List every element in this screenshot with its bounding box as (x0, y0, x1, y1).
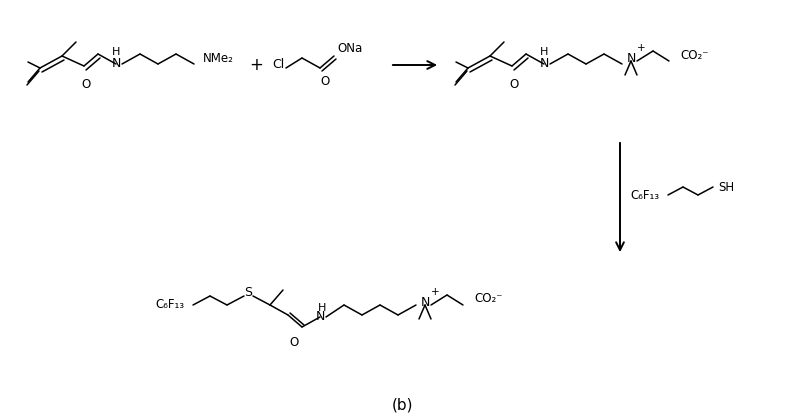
Text: N: N (316, 311, 324, 324)
Text: CO₂⁻: CO₂⁻ (680, 48, 708, 61)
Text: O: O (510, 78, 518, 90)
Text: NMe₂: NMe₂ (203, 52, 234, 65)
Text: S: S (244, 286, 252, 299)
Text: C₆F₁₃: C₆F₁₃ (630, 188, 659, 201)
Text: N: N (626, 52, 636, 65)
Text: CO₂⁻: CO₂⁻ (474, 292, 502, 306)
Text: SH: SH (718, 181, 734, 193)
Text: (b): (b) (391, 397, 413, 412)
Text: +: + (431, 287, 440, 297)
Text: +: + (249, 56, 263, 74)
Text: C₆F₁₃: C₆F₁₃ (155, 299, 184, 311)
Text: Cl: Cl (272, 58, 284, 70)
Text: +: + (637, 43, 646, 53)
Text: H: H (318, 303, 326, 313)
Text: N: N (539, 56, 549, 70)
Text: H: H (540, 47, 548, 57)
Text: H: H (112, 47, 120, 57)
Text: N: N (420, 296, 430, 309)
Text: ONa: ONa (337, 42, 362, 55)
Text: O: O (81, 78, 91, 90)
Text: N: N (111, 56, 121, 70)
Text: O: O (320, 75, 329, 88)
Text: O: O (289, 336, 299, 349)
